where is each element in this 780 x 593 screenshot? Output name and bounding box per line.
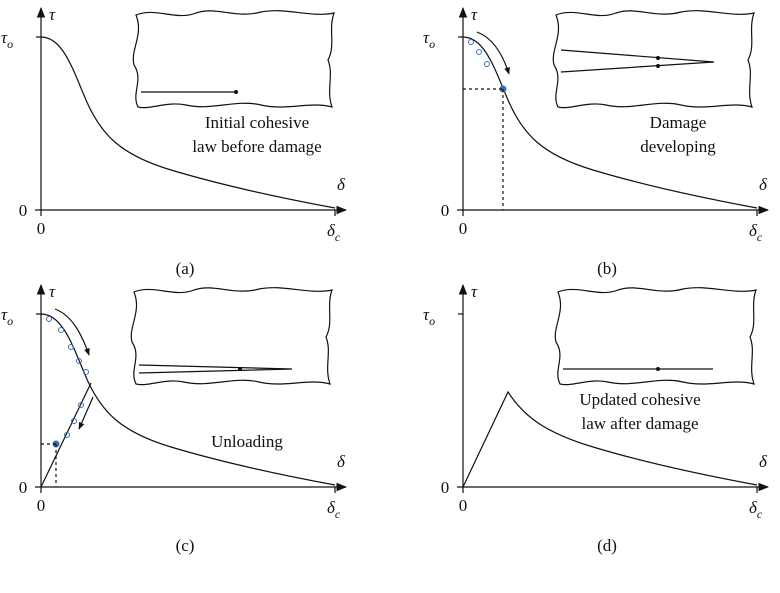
specimen [130, 287, 333, 386]
tau-o-sub: o [7, 37, 13, 51]
caption: developing [640, 137, 716, 156]
sub-label: (b) [597, 259, 617, 278]
delta-c-sub: c [335, 230, 341, 244]
x-zero: 0 [459, 219, 468, 238]
tau-o-main: τ [423, 28, 430, 47]
x-zero: 0 [37, 219, 46, 238]
crack-point [656, 367, 660, 371]
specimen-outline [552, 10, 755, 109]
tau-o: τo [1, 305, 13, 328]
specimen [552, 10, 755, 109]
caption: Damage [650, 113, 707, 132]
tau-o: τo [423, 28, 435, 51]
specimen [554, 287, 757, 386]
state-marker [64, 432, 70, 438]
tau-o-sub: o [429, 314, 435, 328]
state-marker [78, 402, 84, 408]
sub-label: (a) [176, 259, 195, 278]
unloading-path [40, 382, 92, 488]
cohesive-law [40, 36, 336, 209]
crack-point [656, 64, 660, 68]
y-axis-label: τ [49, 5, 56, 24]
sub-label: (d) [597, 536, 617, 555]
delta-c: δc [749, 221, 763, 244]
delta-c-main: δ [749, 498, 758, 517]
state-marker [484, 61, 490, 67]
caption: Unloading [211, 432, 283, 451]
y-zero: 0 [19, 201, 28, 220]
cohesive-law [40, 313, 336, 486]
specimen-outline [132, 10, 335, 109]
specimen-outline [130, 287, 333, 386]
delta-c-sub: c [757, 230, 763, 244]
direction-arrow [78, 396, 94, 430]
specimen-outline [554, 287, 757, 386]
state-marker [476, 49, 482, 55]
caption: Initial cohesive [205, 113, 309, 132]
caption: Updated cohesive [579, 390, 700, 409]
caption: law before damage [192, 137, 321, 156]
y-axis-label: τ [471, 282, 478, 301]
state-marker [71, 418, 77, 424]
delta-c-main: δ [749, 221, 758, 240]
crack-point [238, 367, 242, 371]
sub-label: (c) [176, 536, 195, 555]
state-marker [83, 369, 89, 375]
tau-o-main: τ [423, 305, 430, 324]
direction-arrow [54, 308, 90, 356]
delta-c-main: δ [327, 498, 336, 517]
y-axis-label: τ [471, 5, 478, 24]
x-axis-label: δ [337, 452, 346, 471]
state-marker [68, 344, 74, 350]
y-zero: 0 [441, 201, 450, 220]
updated-law [462, 390, 758, 488]
tau-o: τo [423, 305, 435, 328]
delta-c-sub: c [335, 507, 341, 521]
state-marker [46, 316, 52, 322]
specimen [132, 10, 335, 109]
direction-arrow [476, 31, 510, 75]
delta-c: δc [749, 498, 763, 521]
cohesive-law [462, 36, 758, 209]
tau-o-sub: o [7, 314, 13, 328]
x-axis-label: δ [759, 452, 768, 471]
x-zero: 0 [37, 496, 46, 515]
y-zero: 0 [441, 478, 450, 497]
tau-o-main: τ [1, 28, 8, 47]
state-marker [468, 39, 474, 45]
x-axis-label: δ [337, 175, 346, 194]
caption: law after damage [581, 414, 698, 433]
delta-c: δc [327, 221, 341, 244]
crack [560, 49, 715, 73]
x-axis-label: δ [759, 175, 768, 194]
x-zero: 0 [459, 496, 468, 515]
y-axis-label: τ [49, 282, 56, 301]
state-marker [76, 358, 82, 364]
delta-c-sub: c [757, 507, 763, 521]
delta-c: δc [327, 498, 341, 521]
crack-point [656, 56, 660, 60]
y-zero: 0 [19, 478, 28, 497]
tau-o-sub: o [429, 37, 435, 51]
crack-point [234, 90, 238, 94]
tau-o-main: τ [1, 305, 8, 324]
crack [138, 364, 293, 374]
state-marker [58, 327, 64, 333]
delta-c-main: δ [327, 221, 336, 240]
tau-o: τo [1, 28, 13, 51]
